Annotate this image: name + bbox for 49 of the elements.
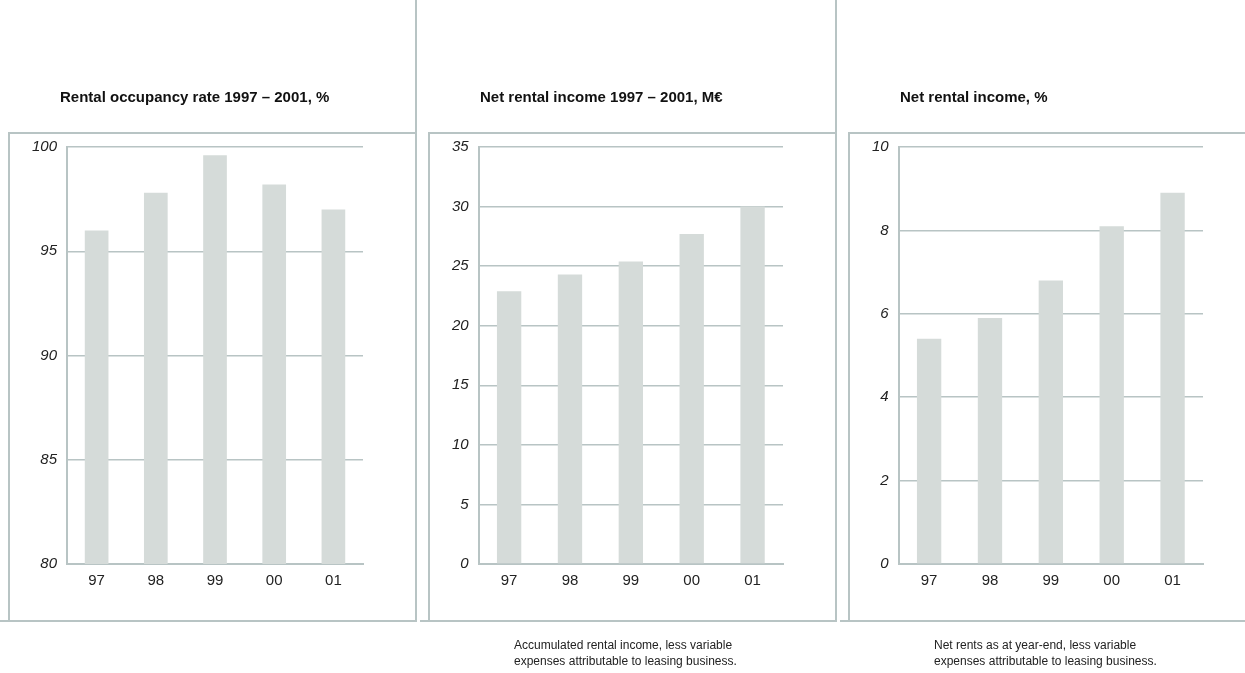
bar <box>496 291 522 564</box>
bar <box>977 317 1003 564</box>
text: Accumulated rental income, less variable expenses attributable to leasing business. <box>514 637 738 669</box>
x-tick-label: 00 <box>683 571 701 589</box>
chart-title: Rental occupancy rate 1997 – 2001, % <box>60 88 331 105</box>
x-tick-label: 97 <box>88 571 105 589</box>
y-tick-label: 0 <box>460 554 470 572</box>
bar <box>740 206 765 564</box>
bar <box>679 233 704 564</box>
y-tick-label: 15 <box>452 375 470 393</box>
text: Net rents as at year-end, less variable expenses attributable to leasing business. <box>934 637 1158 669</box>
y-tick-label: 10 <box>872 137 890 155</box>
bar <box>618 261 644 564</box>
x-tick-label: 98 <box>561 571 579 589</box>
y-tick-label: 20 <box>451 315 470 333</box>
y-tick-label: 100 <box>32 137 58 155</box>
bar <box>1038 280 1064 564</box>
x-tick-label: 99 <box>622 571 640 589</box>
chart-title: Net rental income, % <box>900 88 1049 105</box>
y-tick-label: 4 <box>880 387 889 405</box>
bar <box>1160 192 1185 564</box>
x-tick-label: 98 <box>147 571 165 589</box>
x-tick-label: 01 <box>1164 571 1181 589</box>
y-tick-label: 0 <box>880 554 890 572</box>
y-tick-label: 30 <box>452 196 470 214</box>
y-tick-label: 80 <box>40 554 58 572</box>
x-tick-label: 01 <box>744 571 761 589</box>
y-tick-label: 6 <box>880 303 890 321</box>
y-tick-label: 95 <box>40 241 58 259</box>
y-tick-label: 85 <box>40 449 58 467</box>
bar <box>916 338 942 564</box>
x-tick-label: 97 <box>920 571 938 589</box>
y-tick-label: 5 <box>460 494 470 512</box>
y-tick-label: 35 <box>452 137 470 155</box>
y-tick-label: 25 <box>451 256 470 274</box>
chart-title: Net rental income 1997 – 2001, M€ <box>480 88 724 105</box>
y-tick-label: 2 <box>879 470 890 488</box>
y-tick-label: 8 <box>880 220 890 238</box>
x-tick-label: 00 <box>265 571 283 589</box>
bar <box>557 274 583 564</box>
x-tick-label: 99 <box>206 571 224 589</box>
x-tick-label: 00 <box>1103 571 1121 589</box>
x-tick-label: 98 <box>981 571 999 589</box>
y-tick-label: 10 <box>452 435 470 453</box>
y-tick-label: 90 <box>40 345 58 363</box>
x-tick-label: 99 <box>1042 571 1060 589</box>
x-tick-label: 97 <box>500 571 518 589</box>
bar <box>1099 226 1124 564</box>
x-tick-label: 01 <box>325 571 342 589</box>
